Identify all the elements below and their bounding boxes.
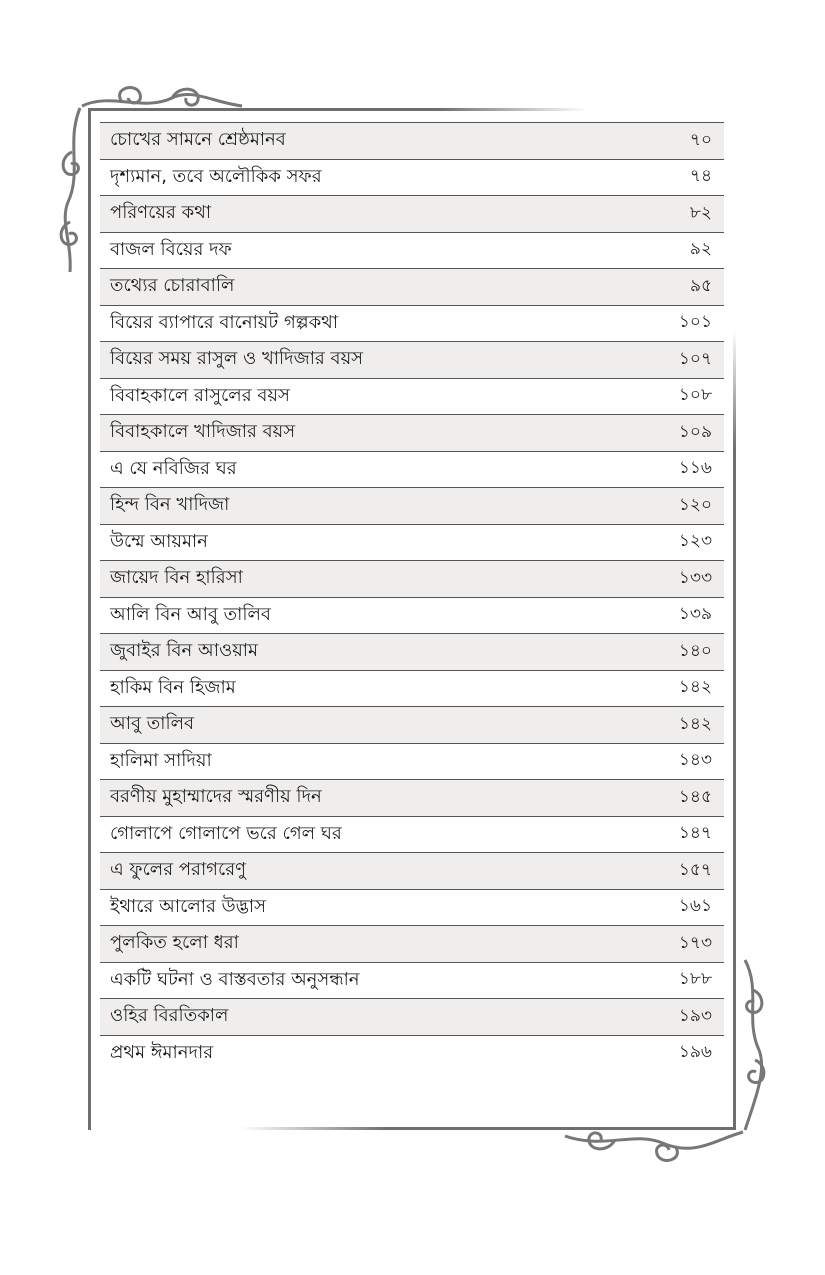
toc-entry-title: বরণীয় মুহাম্মাদের স্মরণীয় দিন — [110, 786, 322, 808]
toc-entry-title: আবু তালিব — [110, 713, 195, 735]
toc-entry-page: ৭০ — [689, 129, 712, 150]
toc-entry-page: ১৪৫ — [678, 786, 712, 807]
toc-entry-page: ১১৬ — [678, 458, 712, 479]
toc-entry[interactable]: তথ্যের চোরাবালি ৯৫ — [100, 268, 724, 305]
toc-entry[interactable]: বিবাহকালে খাদিজার বয়স ১০৯ — [100, 414, 724, 451]
toc-entry[interactable]: এ ফুলের পরাগরেণু ১৫৭ — [100, 852, 724, 889]
toc-entry[interactable]: হাকিম বিন হিজাম ১৪২ — [100, 669, 724, 707]
toc-entry[interactable]: পরিণয়ের কথা ৮২ — [100, 195, 724, 232]
toc-entry-page: ১৪২ — [678, 677, 712, 698]
toc-entry-page: ১০১ — [678, 312, 712, 333]
toc-entry-page: ১৩৩ — [678, 567, 712, 588]
toc-entry-page: ৯৫ — [689, 275, 712, 296]
toc-entry-title: গোলাপে গোলাপে ভরে গেল ঘর — [110, 822, 342, 844]
toc-entry-title: চোখের সামনে শ্রেষ্ঠমানব — [110, 129, 286, 151]
toc-entry-title: বিবাহকালে রাসুলের বয়স — [110, 384, 290, 406]
toc-entry-page: ৭৪ — [689, 166, 712, 187]
toc-entry-page: ১৯৬ — [678, 1042, 712, 1063]
table-of-contents: চোখের সামনে শ্রেষ্ঠমানব ৭০ দৃশ্যমান, তবে অ… — [100, 122, 724, 1071]
toc-entry[interactable]: জায়েদ বিন হারিসা ১৩৩ — [100, 560, 724, 597]
toc-entry[interactable]: জুবাইর বিন আওয়াম ১৪০ — [100, 633, 724, 670]
toc-entry-title: ইথারে আলোর উদ্ভাস — [110, 895, 266, 917]
toc-entry-title: তথ্যের চোরাবালি — [110, 275, 235, 297]
frame-left-line — [88, 108, 91, 1130]
toc-entry-page: ৯২ — [689, 239, 712, 260]
toc-entry-title: জুবাইর বিন আওয়াম — [110, 640, 259, 662]
toc-entry[interactable]: এ যে নবিজির ঘর ১১৬ — [100, 450, 724, 488]
toc-entry[interactable]: চোখের সামনে শ্রেষ্ঠমানব ৭০ — [100, 122, 724, 159]
toc-entry-title: এ ফুলের পরাগরেণু — [110, 859, 246, 881]
toc-entry[interactable]: বরণীয় মুহাম্মাদের স্মরণীয় দিন ১৪৫ — [100, 779, 724, 816]
toc-entry[interactable]: বিবাহকালে রাসুলের বয়স ১০৮ — [100, 377, 724, 415]
toc-entry-title: প্রথম ঈমানদার — [110, 1041, 214, 1063]
toc-entry[interactable]: উম্মে আয়মান ১২৩ — [100, 523, 724, 561]
corner-ornament-bottom-right-icon — [564, 959, 766, 1162]
toc-entry[interactable]: হিন্দ বিন খাদিজা ১২০ — [100, 487, 724, 524]
toc-entry-page: ১৮৮ — [678, 969, 712, 990]
toc-entry-page: ১৬১ — [678, 896, 712, 917]
toc-entry-title: এ যে নবিজির ঘর — [110, 457, 237, 479]
corner-ornament-top-left-icon — [59, 86, 243, 273]
toc-entry-title: ওহির বিরতিকাল — [110, 1005, 229, 1027]
toc-entry-page: ১৪৭ — [678, 823, 712, 844]
toc-entry[interactable]: আলি বিন আবু তালিব ১৩৯ — [100, 596, 724, 634]
toc-entry[interactable]: একটি ঘটনা ও বাস্তবতার অনুসন্ধান ১৮৮ — [100, 961, 724, 999]
frame-top-line — [88, 108, 588, 111]
toc-entry[interactable]: প্রথম ঈমানদার ১৯৬ — [100, 1034, 724, 1072]
toc-entry-title: একটি ঘটনা ও বাস্তবতার অনুসন্ধান — [110, 968, 360, 990]
toc-entry[interactable]: গোলাপে গোলাপে ভরে গেল ঘর ১৪৭ — [100, 815, 724, 853]
toc-entry-title: হাকিম বিন হিজাম — [110, 676, 236, 698]
toc-entry-title: পরিণয়ের কথা — [110, 202, 212, 224]
toc-entry-title: বিয়ের সময় রাসুল ও খাদিজার বয়স — [110, 348, 364, 370]
toc-entry[interactable]: দৃশ্যমান, তবে অলৌকিক সফর ৭৪ — [100, 158, 724, 196]
toc-entry-page: ১২০ — [678, 494, 712, 515]
frame-right-line — [733, 330, 736, 1130]
toc-entry-title: পুলকিত হলো ধরা — [110, 932, 239, 954]
toc-entry[interactable]: পুলকিত হলো ধরা ১৭৩ — [100, 925, 724, 962]
toc-entry-page: ১০৮ — [678, 385, 712, 406]
toc-entry-page: ৮২ — [689, 202, 712, 223]
toc-entry-page: ১৩৯ — [678, 604, 712, 625]
toc-entry-page: ১৪০ — [678, 640, 712, 661]
toc-entry-page: ১৯৩ — [678, 1005, 712, 1026]
toc-entry-title: উম্মে আয়মান — [110, 530, 208, 552]
toc-entry-title: বিয়ের ব্যাপারে বানোয়ট গল্পকথা — [110, 311, 339, 333]
toc-entry[interactable]: আবু তালিব ১৪২ — [100, 706, 724, 743]
toc-entry[interactable]: বিয়ের ব্যাপারে বানোয়ট গল্পকথা ১০১ — [100, 304, 724, 342]
toc-entry-title: দৃশ্যমান, তবে অলৌকিক সফর — [110, 165, 322, 187]
toc-entry[interactable]: বিয়ের সময় রাসুল ও খাদিজার বয়স ১০৭ — [100, 341, 724, 378]
toc-entry-title: হিন্দ বিন খাদিজা — [110, 494, 230, 516]
toc-entry[interactable]: বাজল বিয়ের দফ ৯২ — [100, 231, 724, 269]
frame-bottom-line — [240, 1127, 736, 1130]
toc-entry-page: ১৭৩ — [678, 932, 712, 953]
toc-entry-page: ১০৯ — [678, 421, 712, 442]
toc-entry-title: বাজল বিয়ের দফ — [110, 238, 232, 260]
toc-entry[interactable]: হালিমা সাদিয়া ১৪৩ — [100, 742, 724, 780]
toc-entry-page: ১৫৭ — [678, 859, 712, 880]
toc-entry[interactable]: ওহির বিরতিকাল ১৯৩ — [100, 998, 724, 1035]
toc-entry-page: ১০৭ — [678, 348, 712, 369]
toc-entry[interactable]: ইথারে আলোর উদ্ভাস ১৬১ — [100, 888, 724, 926]
toc-entry-page: ১৪৩ — [678, 750, 712, 771]
toc-entry-page: ১৪২ — [678, 713, 712, 734]
toc-entry-title: বিবাহকালে খাদিজার বয়স — [110, 421, 296, 443]
toc-entry-page: ১২৩ — [678, 531, 712, 552]
toc-entry-title: হালিমা সাদিয়া — [110, 749, 212, 771]
toc-entry-title: জায়েদ বিন হারিসা — [110, 567, 243, 589]
toc-entry-title: আলি বিন আবু তালিব — [110, 603, 271, 625]
